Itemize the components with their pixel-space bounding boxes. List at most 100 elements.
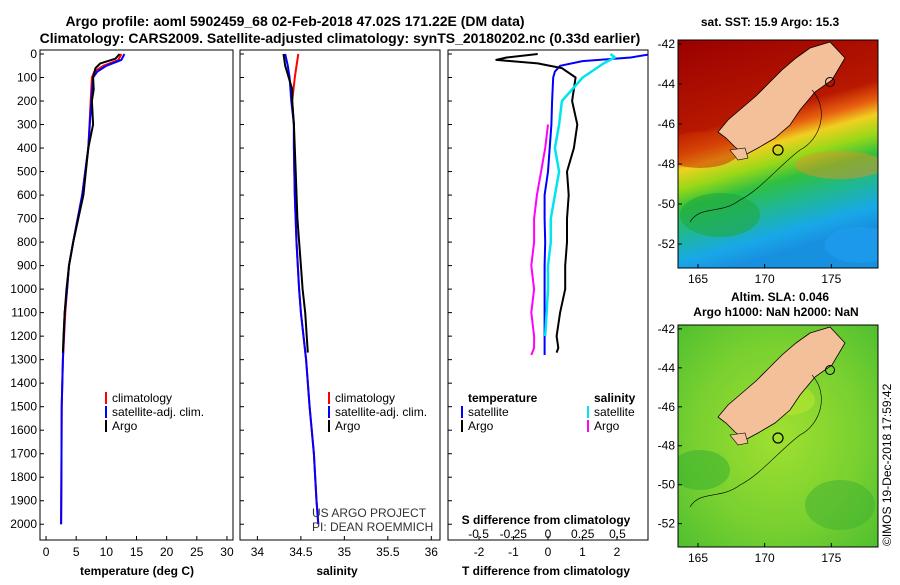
chatham-marker: [825, 77, 835, 87]
legend-temperature-heading: temperature: [468, 391, 538, 405]
s-difference-axis-label: S difference from climatology: [462, 513, 631, 527]
depth-tick-label: 1500: [10, 400, 37, 414]
s-tick-label: -0.5: [468, 527, 489, 541]
x-tick-label: 34: [251, 545, 265, 559]
x-tick-label: 0: [43, 545, 50, 559]
map-y-tick-label: -46: [658, 117, 676, 131]
pi-credit: PI: DEAN ROEMMICH: [312, 520, 433, 534]
depth-tick-label: 100: [17, 71, 37, 85]
salinity-panel: 34 34.5 35 35.5 36 salinity climatology sate…: [239, 49, 441, 578]
legend-climatology-label: climatology: [112, 391, 172, 405]
s-tick-label: 0: [545, 527, 552, 541]
salinity-argo-line: [282, 53, 309, 353]
figure-title-line2: Climatology: CARS2009. Satellite-adjuste…: [40, 30, 641, 46]
salinity-depth-ticks: [240, 53, 244, 525]
legend-satellite-label: satellite-adj. clim.: [112, 405, 204, 419]
sla-map-title-line2: Argo h1000: NaN h2000: NaN: [693, 305, 858, 319]
salinity-satellite-line: [284, 53, 320, 525]
depth-tick-label: 1700: [10, 447, 37, 461]
x-tick-label: 36: [425, 545, 439, 559]
map-y-tick-label: -52: [658, 517, 676, 531]
map-x-tick-label: 170: [755, 272, 775, 286]
salinity-legend: climatology satellite-adj. clim. Argo: [328, 391, 427, 433]
s-diff-satellite-line: [543, 53, 616, 337]
legend-argo-label: Argo: [112, 419, 138, 433]
map-y-tick-label: -42: [658, 322, 676, 336]
map-y-tick-label: -52: [658, 237, 676, 251]
difference-legend: temperature satellite Argo salinity sate…: [461, 391, 636, 433]
sla-map-title-line1: Altim. SLA: 0.046: [731, 290, 829, 304]
stewart-island: [729, 147, 749, 161]
depth-axis: 0 100 200 300 400 500 600 700 800 900 1000 1100 1200…: [10, 47, 44, 531]
s-diff-argo-line: [530, 124, 549, 356]
depth-tick-label: 1800: [10, 470, 37, 484]
depth-tick-label: 500: [17, 165, 37, 179]
temperature-axis: 0 5 10 15 20 25 30: [43, 536, 234, 559]
legend-satellite-label: satellite-adj. clim.: [335, 405, 427, 419]
project-credit: US ARGO PROJECT: [312, 506, 427, 520]
x-tick-label: 34.5: [289, 545, 313, 559]
sst-map-title: sat. SST: 15.9 Argo: 15.3: [701, 15, 840, 29]
legend-climatology-label: climatology: [335, 391, 395, 405]
depth-tick-label: 1400: [10, 376, 37, 390]
argo-position-marker: [772, 432, 784, 444]
bathymetry-contour: [689, 374, 822, 508]
sst-map-panel: sat. SST: 15.9 Argo: 15.3 165 170 175 -42 -…: [658, 15, 879, 286]
figure-title-line1: Argo profile: aoml 5902459_68 02-Feb-201…: [65, 13, 524, 29]
x-tick-label: 0: [545, 545, 552, 559]
sst-front-patch: [795, 151, 878, 179]
depth-tick-label: 300: [17, 118, 37, 132]
x-tick-label: 20: [160, 545, 174, 559]
depth-tick-label: 1300: [10, 353, 37, 367]
depth-tick-label: 400: [17, 141, 37, 155]
depth-tick-label: 1000: [10, 282, 37, 296]
sst-cold-patch: [825, 227, 878, 263]
map-y-tick-label: -42: [658, 37, 676, 51]
sla-low-patch: [678, 450, 730, 490]
legend-s-satellite-label: satellite: [594, 405, 635, 419]
map-x-tick-label: 165: [688, 551, 708, 565]
temperature-axes-frame: [39, 49, 234, 541]
x-tick-label: -1: [508, 545, 519, 559]
stewart-island: [729, 432, 749, 446]
argo-position-marker: [772, 144, 784, 156]
difference-panel: -2 -1 0 1 2 S difference from climatology -0…: [447, 49, 649, 578]
map-y-tick-label: -50: [658, 478, 676, 492]
map-y-tick-label: -44: [658, 361, 676, 375]
x-tick-label: 5: [73, 545, 80, 559]
temperature-panel: 0100200300400500600700800900100011001200…: [10, 47, 234, 578]
sla-map-frame: [677, 324, 879, 548]
legend-salinity-heading: salinity: [594, 391, 636, 405]
s-tick-label: 0.5: [609, 527, 626, 541]
depth-tick-label: 200: [17, 94, 37, 108]
map-y-tick-label: -44: [658, 77, 676, 91]
legend-t-satellite-label: satellite: [468, 405, 509, 419]
x-tick-label: -2: [474, 545, 485, 559]
t-difference-axis: -2 -1 0 1 2: [474, 536, 621, 559]
x-tick-label: 35.5: [376, 545, 400, 559]
depth-tick-label: 600: [17, 188, 37, 202]
map-x-tick-label: 170: [755, 551, 775, 565]
sst-warm-patch: [678, 132, 740, 168]
map-y-tick-label: -48: [658, 439, 676, 453]
depth-tick-label: 1900: [10, 494, 37, 508]
chatham-marker: [825, 365, 835, 375]
x-tick-label: 15: [130, 545, 144, 559]
t-difference-axis-label: T difference from climatology: [462, 564, 630, 578]
temperature-argo-line: [61, 53, 121, 353]
x-tick-label: 2: [614, 545, 621, 559]
legend-argo-label: Argo: [335, 419, 361, 433]
salinity-axis-label: salinity: [316, 564, 358, 578]
depth-tick-label: 800: [17, 235, 37, 249]
imos-credit: ©IMOS 19-Dec-2018 17:59:42: [880, 383, 894, 546]
bathymetry-contour: [689, 89, 822, 223]
map-x-tick-label: 165: [688, 272, 708, 286]
x-tick-label: 10: [100, 545, 114, 559]
sla-map-panel: Altim. SLA: 0.046 Argo h1000: NaN h2000:…: [658, 290, 894, 565]
depth-tick-label: 1200: [10, 329, 37, 343]
temperature-climatology-line: [60, 53, 123, 525]
difference-depth-ticks: [448, 53, 452, 525]
t-diff-argo-line: [495, 53, 579, 353]
map-y-tick-label: -46: [658, 400, 676, 414]
